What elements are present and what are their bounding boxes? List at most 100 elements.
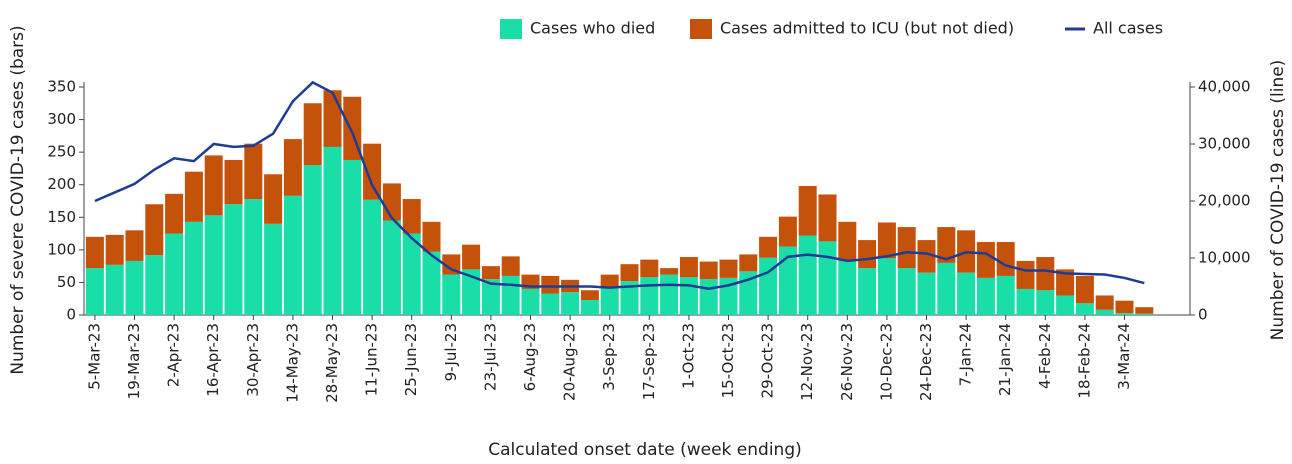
legend-label: Cases who died	[530, 19, 655, 38]
bar	[858, 240, 877, 269]
bar	[521, 288, 540, 315]
bar	[462, 244, 481, 270]
bar	[244, 199, 263, 315]
bar	[1056, 295, 1075, 315]
legend-label: Cases admitted to ICU (but not died)	[720, 19, 1014, 38]
bar	[1135, 313, 1154, 315]
bar	[1115, 300, 1134, 314]
y2-axis-title: Number of COVID-19 cases (line)	[1268, 60, 1288, 341]
x-tick-label: 20-Aug-23	[561, 323, 579, 401]
x-tick-label: 3-Sep-23	[600, 323, 618, 391]
bar	[204, 155, 223, 216]
x-tick-label: 29-Oct-23	[759, 323, 777, 398]
bar	[323, 90, 342, 147]
bar	[996, 242, 1015, 276]
bar	[363, 199, 382, 315]
y2-tick-label: 10,000	[1198, 249, 1251, 267]
bar	[1095, 295, 1114, 310]
y2-tick-label: 20,000	[1198, 192, 1251, 210]
bar	[1016, 288, 1035, 315]
bar	[224, 159, 243, 205]
bar	[957, 272, 976, 315]
bar	[165, 193, 184, 234]
bar	[541, 293, 560, 315]
bar	[917, 240, 936, 273]
x-tick-label: 9-Jul-23	[442, 323, 460, 381]
bar	[798, 235, 817, 315]
legend-label: All cases	[1093, 19, 1163, 38]
y-tick-label: 200	[47, 175, 76, 193]
bar	[679, 257, 698, 278]
bar	[442, 274, 461, 315]
bar	[759, 257, 778, 315]
y-tick-label: 50	[57, 273, 76, 291]
bar	[105, 264, 124, 315]
bar	[343, 159, 362, 315]
bar	[145, 255, 164, 315]
x-tick-label: 26-Nov-23	[838, 323, 856, 401]
bar	[1115, 313, 1134, 315]
x-tick-label: 19-Mar-23	[125, 323, 143, 399]
bar	[580, 300, 599, 315]
x-tick-label: 17-Sep-23	[640, 323, 658, 400]
bar	[224, 204, 243, 315]
bar	[501, 275, 520, 315]
x-tick-label: 3-Mar-24	[1115, 323, 1133, 390]
bar	[818, 194, 837, 242]
x-tick-label: 6-Aug-23	[521, 323, 539, 391]
bar	[660, 268, 679, 275]
bar	[739, 254, 758, 272]
bar	[620, 281, 639, 315]
bar	[481, 279, 500, 315]
y-tick-label: 300	[47, 110, 76, 128]
bar	[620, 264, 639, 282]
bar	[561, 292, 580, 315]
bar	[402, 199, 421, 234]
bar	[422, 221, 441, 252]
x-tick-label: 10-Dec-23	[877, 323, 895, 401]
x-tick-label: 28-May-23	[323, 323, 341, 403]
x-tick-label: 24-Dec-23	[917, 323, 935, 401]
bar	[1075, 275, 1094, 304]
x-tick-label: 1-Oct-23	[679, 323, 697, 389]
y-tick-label: 350	[47, 78, 76, 96]
y-axis-title: Number of severe COVID-19 cases (bars)	[8, 25, 28, 374]
x-tick-label: 14-May-23	[283, 323, 301, 403]
x-tick-label: 21-Jan-24	[996, 323, 1014, 396]
bar	[1135, 307, 1154, 314]
bar	[778, 246, 797, 315]
bar	[937, 227, 956, 263]
bar	[204, 215, 223, 315]
bar	[1016, 260, 1035, 289]
bar	[541, 275, 560, 294]
bar	[580, 290, 599, 301]
x-tick-label: 12-Nov-23	[798, 323, 816, 401]
bar	[976, 277, 995, 315]
bar	[699, 279, 718, 315]
bar	[85, 268, 104, 315]
bar	[917, 272, 936, 315]
bar	[739, 271, 758, 315]
legend-swatch	[500, 19, 522, 39]
bar	[145, 204, 164, 256]
bar	[184, 221, 203, 315]
bar	[877, 258, 896, 315]
bar	[660, 274, 679, 315]
bar	[303, 165, 322, 315]
bar	[165, 233, 184, 315]
bar	[264, 174, 283, 224]
bar	[976, 242, 995, 278]
bar	[1036, 290, 1055, 315]
bar	[402, 233, 421, 315]
bar	[85, 236, 104, 269]
x-tick-label: 16-Apr-23	[204, 323, 222, 397]
bar	[283, 139, 302, 196]
bar	[1036, 257, 1055, 291]
bar	[481, 266, 500, 280]
bar	[897, 268, 916, 315]
bar	[838, 221, 857, 260]
bar	[937, 262, 956, 315]
y2-tick-label: 40,000	[1198, 78, 1251, 96]
bar	[303, 103, 322, 166]
